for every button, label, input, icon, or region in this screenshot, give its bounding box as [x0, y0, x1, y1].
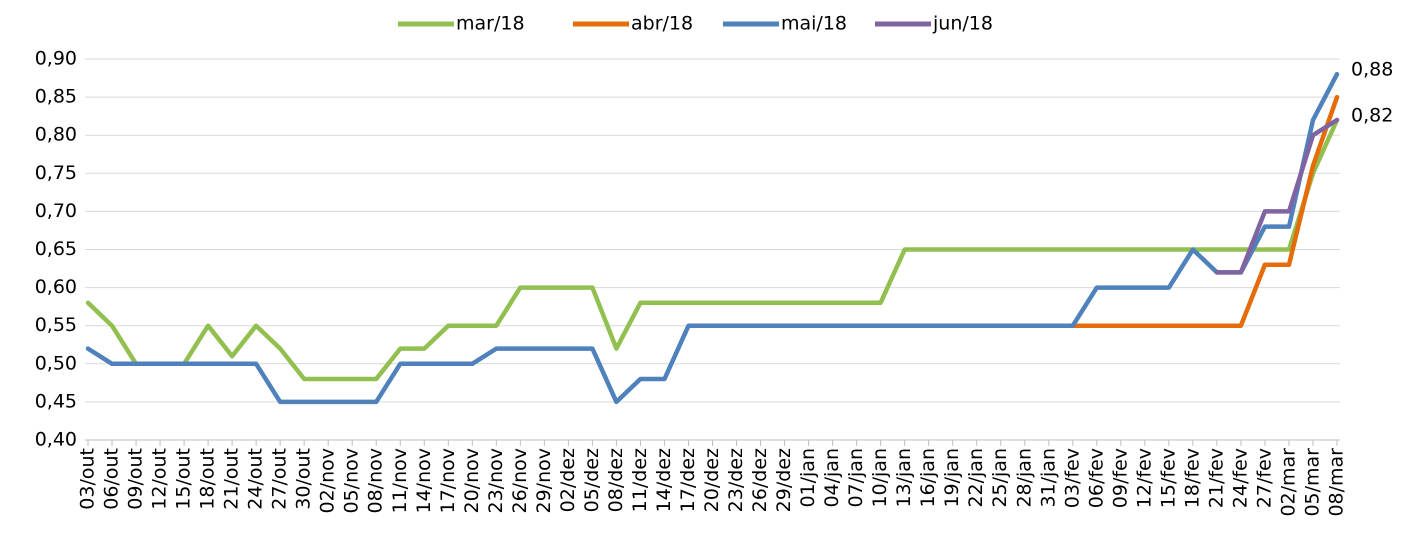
- y-tick-label: 0,40: [35, 429, 77, 451]
- x-tick-label: 19/jan: [941, 448, 963, 508]
- x-tick-label: 21/out: [221, 448, 243, 510]
- x-tick-label: 24/out: [245, 448, 267, 510]
- y-tick-label: 0,80: [35, 124, 77, 146]
- x-tick-label: 03/out: [77, 448, 99, 510]
- x-tick-label: 05/dez: [581, 448, 603, 512]
- x-tick-label: 08/dez: [605, 448, 627, 512]
- data-label: 0,82: [1351, 104, 1393, 126]
- x-tick-label: 20/dez: [701, 448, 723, 512]
- series-line: [1070, 94, 1340, 328]
- y-tick-label: 0,90: [35, 48, 77, 70]
- y-tick-label: 0,55: [35, 314, 77, 336]
- x-tick-label: 22/jan: [965, 448, 987, 508]
- x-tick-label: 10/jan: [869, 448, 891, 508]
- x-tick-label: 18/fev: [1181, 448, 1203, 508]
- x-tick-label: 05/mar: [1301, 448, 1323, 517]
- y-tick-label: 0,60: [35, 276, 77, 298]
- x-tick-label: 18/out: [197, 448, 219, 510]
- x-tick-label: 09/out: [125, 448, 147, 510]
- x-tick-label: 15/fev: [1157, 448, 1179, 508]
- legend-label: abr/18: [631, 13, 693, 35]
- x-tick-label: 02/dez: [557, 448, 579, 512]
- x-tick-label: 27/fev: [1253, 448, 1275, 508]
- x-tick-label: 06/fev: [1085, 448, 1107, 508]
- x-tick-label: 28/jan: [1013, 448, 1035, 508]
- x-tick-label: 17/nov: [437, 448, 459, 514]
- x-tick-label: 08/mar: [1326, 448, 1348, 517]
- x-tick-label: 29/nov: [533, 448, 555, 514]
- y-tick-label: 0,75: [35, 162, 77, 184]
- x-tick-label: 14/dez: [653, 448, 675, 512]
- x-tick-label: 01/jan: [797, 448, 819, 508]
- x-tick-label: 25/jan: [989, 448, 1011, 508]
- x-tick-label: 29/dez: [773, 448, 795, 512]
- x-tick-label: 30/out: [293, 448, 315, 510]
- x-tick-label: 11/nov: [389, 448, 411, 514]
- x-tick-label: 07/jan: [845, 448, 867, 508]
- x-tick-label: 14/nov: [413, 448, 435, 514]
- y-tick-label: 0,50: [35, 352, 77, 374]
- legend-label: mar/18: [456, 13, 525, 35]
- x-tick-label: 26/dez: [749, 448, 771, 512]
- y-tick-label: 0,65: [35, 238, 77, 260]
- x-tick-label: 15/out: [173, 448, 195, 510]
- x-tick-label: 09/fev: [1109, 448, 1131, 508]
- y-tick-label: 0,45: [35, 390, 77, 412]
- x-tick-label: 21/fev: [1205, 448, 1227, 508]
- y-tick-label: 0,85: [35, 86, 77, 108]
- x-tick-label: 08/nov: [365, 448, 387, 514]
- x-tick-label: 26/nov: [509, 448, 531, 514]
- y-tick-label: 0,70: [35, 200, 77, 222]
- x-tick-label: 27/out: [269, 448, 291, 510]
- legend-label: mai/18: [781, 13, 847, 35]
- x-tick-label: 12/fev: [1133, 448, 1155, 508]
- x-tick-label: 04/jan: [821, 448, 843, 508]
- x-tick-label: 23/dez: [725, 448, 747, 512]
- x-tick-label: 06/out: [101, 448, 123, 510]
- x-tick-label: 05/nov: [341, 448, 363, 514]
- x-tick-label: 31/jan: [1037, 448, 1059, 508]
- x-tick-label: 17/dez: [677, 448, 699, 512]
- x-tick-label: 24/fev: [1229, 448, 1251, 508]
- x-tick-label: 20/nov: [461, 448, 483, 514]
- series-line: [1214, 117, 1340, 275]
- series-line: [85, 71, 1340, 405]
- x-tick-label: 03/fev: [1061, 448, 1083, 508]
- x-tick-label: 11/dez: [629, 448, 651, 512]
- x-tick-label: 12/out: [149, 448, 171, 510]
- x-tick-label: 23/nov: [485, 448, 507, 514]
- x-tick-label: 13/jan: [893, 448, 915, 508]
- x-tick-label: 02/nov: [317, 448, 339, 514]
- x-tick-label: 02/mar: [1277, 448, 1299, 517]
- x-tick-label: 16/jan: [917, 448, 939, 508]
- series-line: [85, 117, 1340, 382]
- data-label: 0,88: [1351, 59, 1393, 81]
- legend-label: jun/18: [932, 13, 993, 35]
